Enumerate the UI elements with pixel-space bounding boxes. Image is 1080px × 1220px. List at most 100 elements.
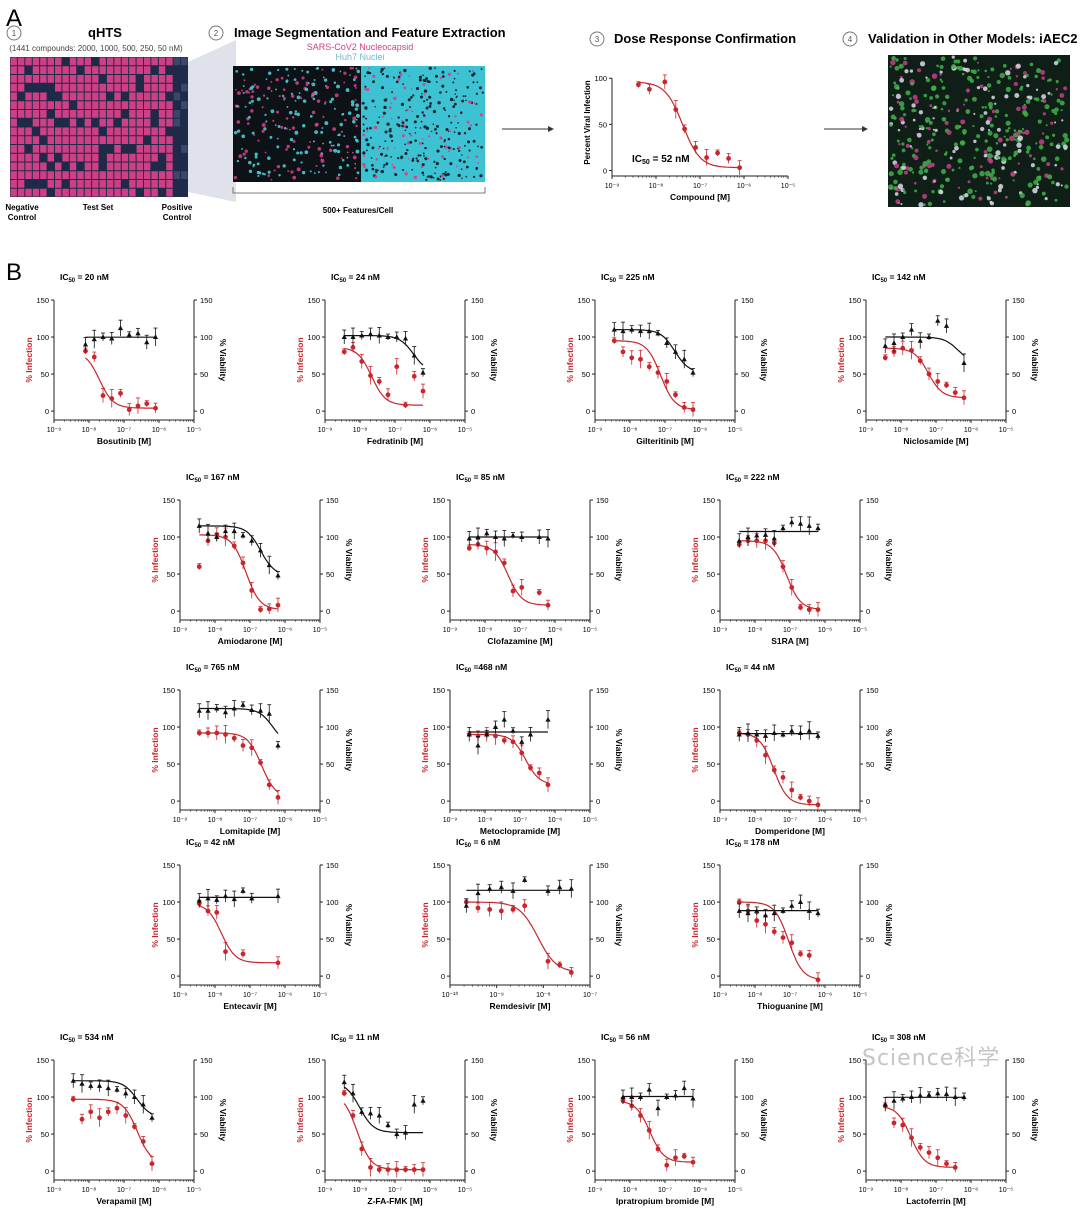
- plate-well: [25, 66, 32, 74]
- infection-point: [690, 407, 696, 413]
- plate-well: [10, 110, 17, 118]
- seg-cell: [349, 74, 351, 76]
- seg-cell: [256, 97, 261, 102]
- x-tick-label: 10⁻⁷: [117, 427, 131, 434]
- y-tick-label: 150: [702, 861, 715, 870]
- y-right-tick-label: 150: [326, 686, 339, 695]
- y-right-tick-label: 150: [471, 296, 484, 305]
- ic50-annotation: IC50 = 52 nM: [632, 154, 690, 166]
- infection-point: [493, 549, 498, 555]
- infection-point: [359, 359, 365, 364]
- plate-well: [47, 83, 54, 92]
- iaec2-cell: [1005, 120, 1011, 126]
- y-tick-label: 150: [162, 496, 175, 505]
- seg-nucleus: [428, 66, 432, 70]
- viability-point: [943, 1091, 950, 1097]
- iaec2-cell: [905, 143, 910, 148]
- viability-point: [690, 1095, 696, 1101]
- infection-point: [510, 739, 516, 745]
- y-axis-label-infection: % Infection: [690, 537, 700, 582]
- iaec2-cell: [909, 97, 912, 100]
- seg-nucleus: [461, 154, 463, 156]
- seg-cell: [241, 89, 244, 92]
- infection-point: [798, 795, 803, 800]
- seg-nucleus: [407, 157, 410, 160]
- seg-cell: [350, 103, 355, 107]
- viability-point: [266, 710, 272, 716]
- plate-well: [106, 83, 114, 92]
- iaec2-cell: [1041, 94, 1047, 100]
- plate-well: [173, 66, 181, 74]
- plate-well: [114, 145, 121, 153]
- viability-point: [629, 1094, 635, 1100]
- seg-nucleus: [453, 69, 456, 72]
- iaec2-cell: [932, 132, 936, 137]
- iaec2-cell: [923, 168, 929, 174]
- seg-nucleus: [405, 118, 409, 122]
- plate-well: [55, 127, 62, 136]
- iaec2-cell: [939, 64, 944, 70]
- seg-nucleus: [442, 172, 445, 175]
- iaec2-cell: [938, 189, 944, 195]
- seg-cell: [325, 171, 327, 174]
- infection-point: [91, 354, 97, 360]
- plate-well: [144, 136, 151, 144]
- seg-nucleus: [452, 105, 456, 108]
- plate-well: [77, 66, 84, 74]
- iaec2-cell: [890, 114, 896, 120]
- plate-well: [55, 83, 62, 92]
- seg-cell: [283, 127, 287, 130]
- seg-nucleus: [421, 163, 425, 167]
- infection-point: [655, 370, 661, 375]
- seg-cell: [290, 92, 293, 95]
- infection-point: [935, 1155, 941, 1161]
- viability-point: [935, 317, 941, 323]
- viability-point: [900, 1095, 906, 1101]
- iaec2-cell: [1025, 99, 1031, 104]
- ic50-annotation: IC50 = 44 nM: [726, 662, 775, 674]
- infection-fit-curve: [73, 1098, 153, 1158]
- y-axis-label-viability: % Viability: [759, 339, 769, 382]
- iaec2-cell: [1019, 87, 1023, 91]
- y-right-tick-label: 50: [471, 1130, 479, 1139]
- viability-point: [646, 328, 652, 334]
- seg-nucleus: [410, 134, 413, 137]
- seg-cell: [337, 133, 341, 137]
- seg-cell: [233, 130, 238, 135]
- iaec2-cell: [1029, 62, 1034, 67]
- plate-well: [136, 145, 143, 153]
- plate-well: [144, 75, 151, 83]
- y-tick-label: 50: [437, 935, 445, 944]
- viability-point: [736, 908, 742, 913]
- y-axis-label-infection: % Infection: [690, 727, 700, 772]
- seg-cell: [236, 105, 239, 108]
- plate-well: [92, 136, 99, 144]
- seg-nucleus: [435, 132, 438, 135]
- plate-well: [151, 110, 158, 118]
- iaec2-cell: [928, 120, 933, 125]
- ic50-annotation: IC50 = 178 nM: [726, 837, 780, 849]
- viability-point: [385, 1122, 391, 1128]
- viability-point: [745, 534, 751, 540]
- viability-point: [620, 1094, 626, 1100]
- viability-point: [249, 537, 255, 543]
- seg-cell: [251, 90, 255, 93]
- plate-well: [181, 153, 188, 162]
- seg-cell: [293, 78, 297, 82]
- x-tick-label: 10⁻⁵: [853, 992, 867, 999]
- iaec2-cell: [918, 110, 924, 115]
- iaec2-cell: [898, 142, 901, 146]
- seg-cell: [300, 161, 303, 164]
- y-tick-label: 150: [432, 861, 445, 870]
- seg-nucleus: [375, 158, 379, 161]
- seg-nucleus: [429, 102, 432, 105]
- seg-nucleus: [391, 139, 394, 143]
- plate-well: [158, 75, 166, 83]
- seg-cell: [314, 130, 319, 135]
- y-right-tick-label: 0: [1012, 1167, 1016, 1176]
- iaec2-cell: [979, 84, 984, 89]
- infection-point: [376, 1167, 382, 1173]
- iaec2-cell: [1048, 78, 1052, 82]
- plate-well: [121, 83, 129, 92]
